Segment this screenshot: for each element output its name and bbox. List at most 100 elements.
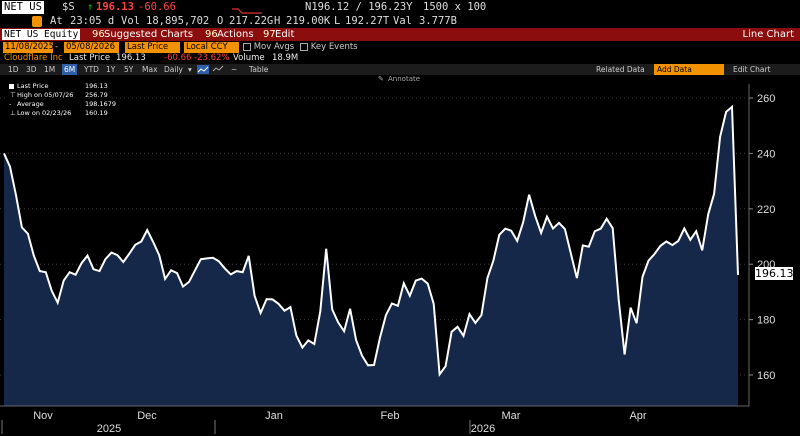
legend-swatch <box>9 84 14 89</box>
actions-menu[interactable]: Actions <box>217 29 254 40</box>
suggested-charts-menu[interactable]: Suggested Charts <box>104 29 194 40</box>
period-5y[interactable]: 5Y <box>124 65 134 74</box>
last-price: 196.13 <box>96 1 134 13</box>
legend-last-price: Last Price 196.13 <box>7 82 111 91</box>
period-max[interactable]: Max <box>142 65 158 74</box>
info-change: -60.66 <box>164 53 192 63</box>
y-tick-label: 240 <box>757 148 775 160</box>
bid-ask-size: 1500 x 100 <box>423 1 487 13</box>
legend-marker: - <box>9 100 12 108</box>
info-pct: -23.62% <box>194 53 230 63</box>
x-tick-label: Jan <box>265 410 283 422</box>
security-info-line: Cloudflare Inc Last Price 196.13 -60.66 … <box>0 53 800 64</box>
frequency-select[interactable]: Daily <box>164 65 183 74</box>
info-volume: 18.9M <box>272 53 299 63</box>
price-line <box>3 104 739 378</box>
period-3d[interactable]: 3D <box>26 65 37 74</box>
price-area <box>4 106 738 407</box>
period-1m[interactable]: 1M <box>44 65 56 74</box>
news-icon <box>32 16 42 27</box>
info-last: 196.13 <box>116 53 146 63</box>
vol-label: Vol <box>121 15 140 27</box>
start-date-field[interactable]: 11/08/2025 <box>3 42 54 53</box>
legend-marker: ⊤ <box>10 91 16 99</box>
company-name: Cloudflare Inc <box>4 53 63 63</box>
mov-avgs-checkbox[interactable]: Mov Avgs <box>243 42 294 53</box>
year-label: 2025 <box>97 423 121 435</box>
ticker-label[interactable]: NET US <box>2 1 44 14</box>
up-arrow-icon: ↑ <box>87 1 94 13</box>
low-value: 192.27T <box>345 15 390 27</box>
legend-label: Average <box>17 100 44 108</box>
legend-value: 256.79 <box>85 91 108 99</box>
annotate-icon[interactable]: ✎ <box>378 75 384 83</box>
legend-high: ⊤ High on 05/07/26 256.79 <box>7 91 111 100</box>
annotate-bar: ✎ Annotate <box>0 75 800 84</box>
key-events-checkbox[interactable]: Key Events <box>300 42 358 53</box>
add-data-field[interactable]: Add Data <box>654 64 724 75</box>
security-field[interactable]: NET US Equity <box>2 29 81 40</box>
edit-num: 97 <box>263 29 276 40</box>
x-tick-label: Dec <box>137 410 157 422</box>
quote-detail-line: At 23:05 d Vol 18,895,702 O 217.22G H 21… <box>0 15 800 28</box>
sparkline-icon <box>232 4 262 19</box>
actions-num: 96 <box>205 29 218 40</box>
high-value: 219.00K <box>286 15 331 27</box>
high-label: H <box>274 15 281 27</box>
y-tick-label: 180 <box>757 315 775 327</box>
chart-legend: Last Price 196.13 ⊤ High on 05/07/26 256… <box>7 82 116 120</box>
open-label: O <box>217 15 224 27</box>
legend-value: 198.1679 <box>85 100 117 108</box>
x-tick-label: Mar <box>502 410 521 422</box>
mov-avgs-label: Mov Avgs <box>253 42 295 52</box>
period-6m[interactable]: 6M <box>62 64 78 75</box>
quote-time: 23:05 d <box>70 15 115 27</box>
function-bar: NET US Equity 96 Suggested Charts 96 Act… <box>0 28 800 41</box>
legend-label: Last Price <box>17 82 49 90</box>
currency-select[interactable]: Local CCY <box>184 42 239 53</box>
legend-average: - Average 198.1679 <box>7 100 116 109</box>
legend-label: High on 05/07/26 <box>17 91 74 99</box>
net-change: -60.66 <box>138 1 176 13</box>
year-label: 2026 <box>471 423 495 435</box>
date-separator: - <box>55 42 59 52</box>
val-label: Val <box>393 15 412 27</box>
at-label: At <box>50 15 63 27</box>
edit-chart-menu[interactable]: Edit Chart <box>733 65 771 74</box>
legend-marker: ⊥ <box>10 109 16 117</box>
period-1y[interactable]: 1Y <box>106 65 116 74</box>
legend-value: 196.13 <box>85 82 108 90</box>
x-axis: Nov Dec Jan Feb Mar Apr 2025 2026 <box>0 405 749 435</box>
period-1d[interactable]: 1D <box>8 65 19 74</box>
area-chart-icon[interactable] <box>212 64 224 76</box>
annotate-button[interactable]: Annotate <box>388 75 421 83</box>
low-label: L <box>334 15 341 27</box>
period-ytd[interactable]: YTD <box>84 65 99 74</box>
dash-icon: ~ <box>231 65 238 74</box>
key-events-label: Key Events <box>310 42 358 52</box>
y-tick-label: 220 <box>757 204 775 216</box>
open-value: 217.22G <box>229 15 274 27</box>
related-data-menu[interactable]: Related Data <box>596 65 645 74</box>
table-toggle[interactable]: Table <box>249 65 269 74</box>
settings-bar: 11/08/2025 - 05/08/2026 Last Price Local… <box>0 42 800 53</box>
edit-menu[interactable]: Edit <box>275 29 295 40</box>
currency-label: $S <box>62 1 75 13</box>
end-date-field[interactable]: 05/08/2026 <box>64 42 119 53</box>
chart-toolbar: 1D 3D 1M 6M YTD 1Y 5Y Max Daily ▾ ~ Tabl… <box>0 64 800 75</box>
info-volume-label: Volume <box>233 53 265 63</box>
chevron-down-icon[interactable]: ▾ <box>188 65 192 74</box>
field-select[interactable]: Last Price <box>125 42 180 53</box>
legend-value: 160.19 <box>85 109 108 117</box>
line-chart-icon[interactable] <box>197 65 209 74</box>
bid-ask: N196.12 / 196.23Y <box>305 1 413 13</box>
legend-label: Low on 02/23/26 <box>17 109 72 117</box>
legend-low: ⊥ Low on 02/23/26 160.19 <box>7 109 111 118</box>
x-tick-label: Apr <box>629 410 646 422</box>
last-price-marker: 196.13 <box>755 267 794 280</box>
volume-value: 18,895,702 <box>146 15 210 27</box>
info-field: Last Price <box>69 53 111 63</box>
y-tick-label: 260 <box>757 93 775 105</box>
y-tick-label: 160 <box>757 370 775 382</box>
